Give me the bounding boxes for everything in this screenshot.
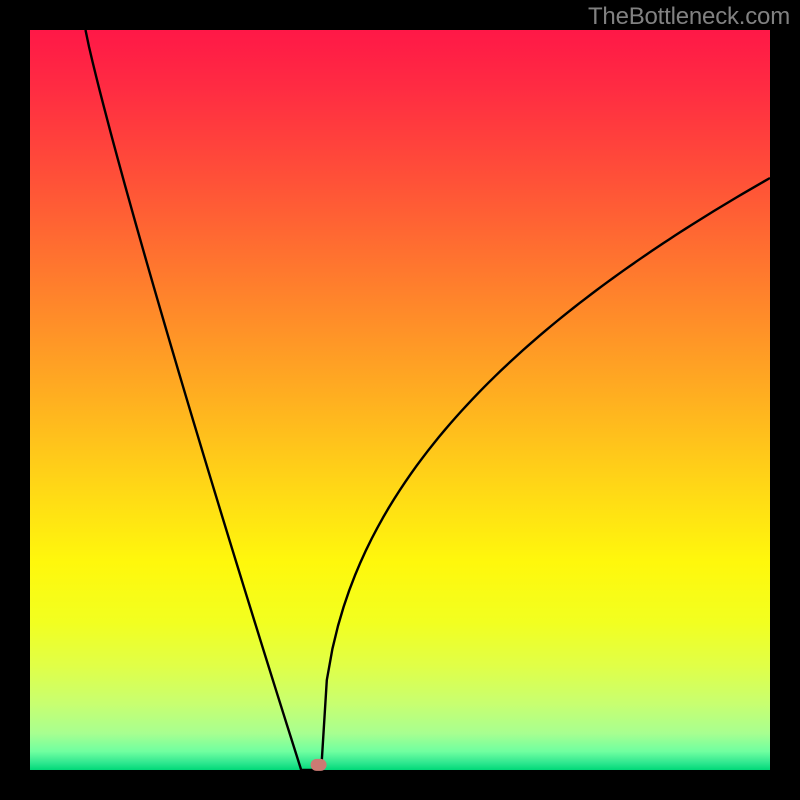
optimum-marker [311,759,327,771]
bottleneck-curve [86,30,771,770]
curve-layer [0,0,800,800]
watermark-text: TheBottleneck.com [588,3,790,31]
chart-frame: TheBottleneck.com [0,0,800,800]
